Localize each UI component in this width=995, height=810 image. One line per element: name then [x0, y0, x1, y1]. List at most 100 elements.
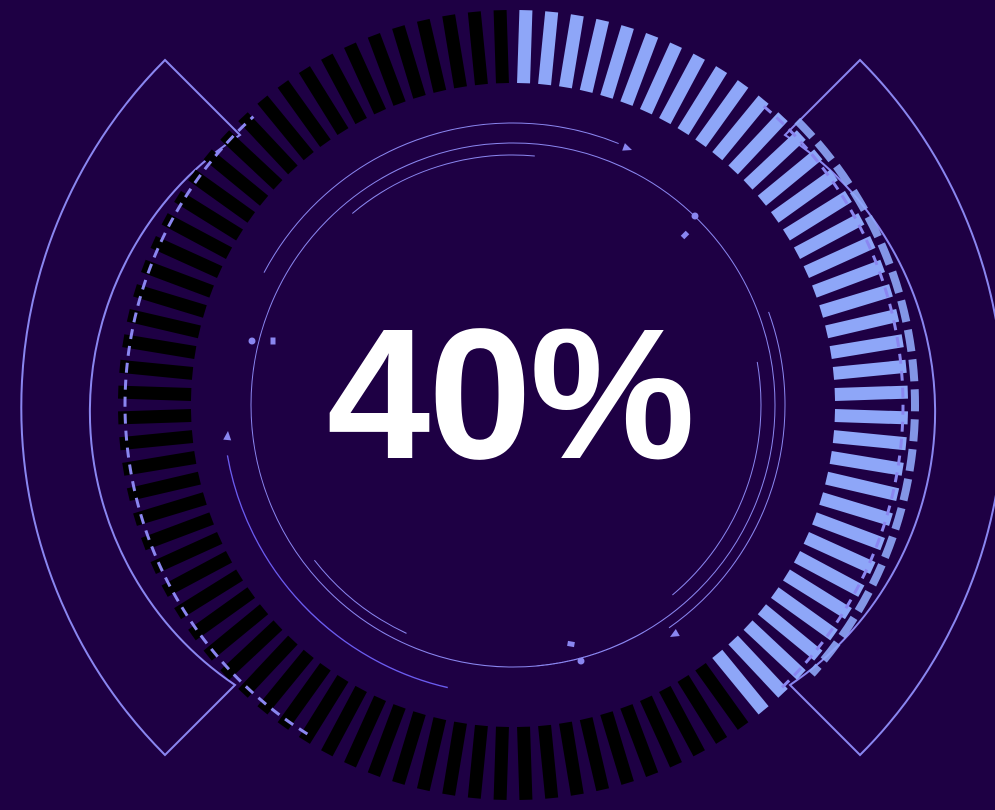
segment-empty [117, 385, 192, 401]
segment-filled [812, 512, 885, 551]
segment-empty [392, 711, 426, 785]
segment-filled [819, 284, 893, 318]
right-arc [668, 311, 786, 629]
lower-right-arc [535, 631, 645, 667]
segment-empty [600, 711, 634, 785]
segment-filled [803, 236, 876, 279]
segment-empty [538, 724, 559, 799]
segment-empty [141, 259, 214, 298]
segment-filled [803, 531, 876, 574]
inner-ring [250, 142, 776, 668]
segment-empty [174, 569, 243, 620]
segment-empty [141, 512, 214, 551]
segment-empty [133, 492, 207, 526]
segment-empty [442, 721, 467, 796]
segment-empty [493, 9, 509, 84]
segment-empty [238, 112, 298, 175]
segment-empty [344, 42, 387, 115]
segment-filled [770, 587, 838, 641]
segment-empty [493, 726, 509, 801]
segment-empty [174, 190, 243, 241]
segment-filled [825, 308, 900, 339]
segment-empty [579, 717, 610, 792]
percent-label: 40% [326, 291, 695, 498]
segment-empty [161, 213, 233, 259]
segment-filled [757, 149, 823, 206]
segment-filled [770, 169, 838, 223]
segment-filled [829, 334, 904, 359]
segment-filled [538, 11, 559, 86]
left-accent-arc [226, 455, 448, 689]
segment-filled [659, 53, 705, 125]
right-inner-arc [672, 361, 762, 596]
segment-empty [467, 11, 488, 86]
segment-filled [743, 130, 806, 190]
arc-end-tick [270, 337, 276, 345]
segment-filled [639, 42, 682, 115]
segment-empty [203, 149, 269, 206]
segment-empty [620, 704, 659, 777]
segment-empty [257, 649, 314, 715]
segment-empty [119, 430, 194, 451]
segment-filled [600, 25, 634, 99]
segment-filled [620, 33, 659, 106]
segment-empty [639, 695, 682, 768]
segment-empty [150, 236, 223, 279]
right-outer-dash-band [794, 117, 919, 677]
side-brackets [20, 58, 995, 757]
segment-filled [677, 66, 728, 135]
segment-empty [695, 662, 749, 730]
lower-left-arc [314, 559, 407, 634]
segment-filled [757, 604, 823, 661]
segment-filled [819, 492, 893, 526]
segment-empty [150, 531, 223, 574]
segment-filled [832, 430, 907, 451]
segment-empty [203, 604, 269, 661]
segment-filled [728, 112, 788, 175]
segment-empty [238, 635, 298, 698]
segment-empty [117, 409, 192, 425]
segment-empty [416, 18, 447, 93]
segment-empty [257, 95, 314, 161]
segment-empty [126, 471, 201, 502]
segment-empty [467, 724, 488, 799]
segment-filled [728, 635, 788, 698]
segment-filled [829, 451, 904, 476]
arrow-left [223, 431, 232, 441]
segment-filled [517, 9, 533, 84]
segment-filled [695, 80, 749, 148]
segment-empty [367, 704, 406, 777]
segment-empty [677, 675, 728, 744]
segment-filled [579, 18, 610, 93]
segment-empty [277, 662, 331, 730]
segment-filled [812, 259, 885, 298]
segment-filled [832, 359, 907, 380]
segment-empty [188, 587, 256, 641]
segment-filled [834, 409, 909, 425]
segment-empty [416, 717, 447, 792]
segment-empty [321, 53, 367, 125]
segment-filled [793, 213, 865, 259]
segment-filled [825, 471, 900, 502]
segment-empty [367, 33, 406, 106]
segment-ring [117, 9, 909, 801]
segment-filled [793, 551, 865, 597]
segment-filled [712, 649, 769, 715]
segment-empty [277, 80, 331, 148]
upper-inner-arc [351, 154, 535, 214]
arc-end-dot [691, 212, 699, 220]
segment-empty [188, 169, 256, 223]
left-bracket [20, 58, 242, 757]
segment-empty [392, 25, 426, 99]
segment-empty [122, 334, 197, 359]
upper-arc [263, 122, 619, 273]
segment-empty [559, 721, 584, 796]
segment-empty [119, 359, 194, 380]
segment-empty [133, 284, 207, 318]
segment-empty [517, 726, 533, 801]
segment-filled [712, 95, 769, 161]
segment-empty [126, 308, 201, 339]
left-dashed-arc [123, 115, 309, 736]
right-dashed-arc [762, 105, 905, 692]
